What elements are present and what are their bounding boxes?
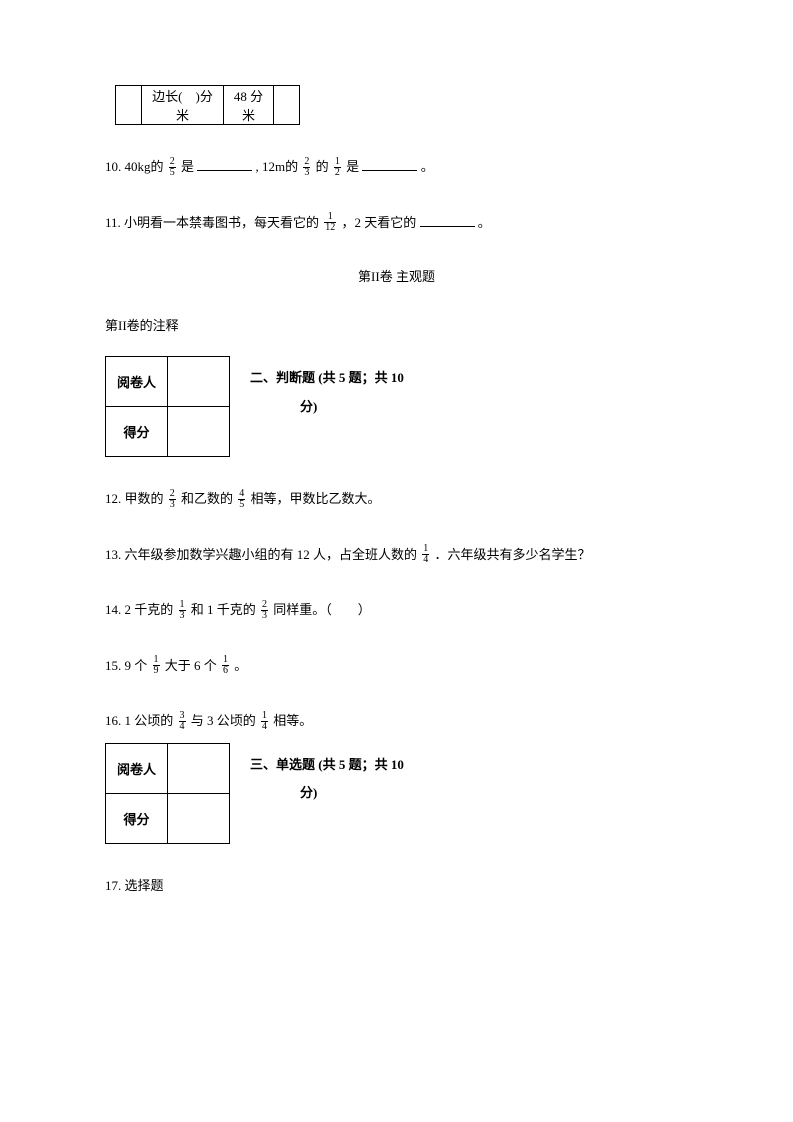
blank-field[interactable]	[420, 213, 475, 227]
question-13: 13. 六年级参加数学兴趣小组的有 12 人，占全班人数的 14 ．六年级共有多…	[105, 543, 688, 567]
section-header: 第II卷 主观题	[105, 266, 688, 285]
text: 和 1 千克的	[191, 602, 259, 617]
score-value[interactable]	[168, 793, 230, 843]
section-note: 第II卷的注释	[105, 315, 688, 334]
text: 与 3 公顷的	[191, 713, 259, 728]
text: ，2 天看它的	[342, 215, 417, 230]
fraction: 14	[261, 711, 268, 732]
grader-value[interactable]	[168, 357, 230, 407]
text: 11. 小明看一本禁毒图书，每天看它的	[105, 215, 322, 230]
text: 是	[346, 159, 359, 174]
fraction: 112	[324, 212, 336, 233]
question-17: 17. 选择题	[105, 874, 688, 897]
grader-value[interactable]	[168, 743, 230, 793]
fraction: 14	[422, 544, 429, 565]
text: 大于 6 个	[165, 658, 220, 673]
fraction: 23	[261, 600, 268, 621]
question-15: 15. 9 个 19 大于 6 个 16 。	[105, 654, 688, 678]
grader-table: 阅卷人 得分	[105, 356, 230, 457]
fraction: 19	[153, 655, 160, 676]
text: 相等。	[273, 713, 312, 728]
fraction: 34	[179, 711, 186, 732]
text: 13. 六年级参加数学兴趣小组的有 12 人，占全班人数的	[105, 547, 420, 562]
table-cell: 边长( )分米	[142, 86, 224, 125]
text: 和乙数的	[181, 491, 236, 506]
fraction: 13	[179, 600, 186, 621]
text: 15. 9 个	[105, 658, 151, 673]
text: 相等，甲数比乙数大。	[251, 491, 381, 506]
table-cell: 48 分米	[224, 86, 274, 125]
score-value[interactable]	[168, 407, 230, 457]
question-11: 11. 小明看一本禁毒图书，每天看它的 112 ，2 天看它的 。	[105, 211, 688, 235]
question-14: 14. 2 千克的 13 和 1 千克的 23 同样重。（ ）	[105, 598, 688, 622]
text: 。	[478, 215, 491, 230]
text: 是	[181, 159, 194, 174]
data-table: 边长( )分米 48 分米	[115, 85, 300, 125]
text: ．六年级共有多少名学生？	[435, 547, 591, 562]
grader-section-choice: 阅卷人 得分 三、单选题 (共 5 题；共 10 分)	[105, 743, 688, 844]
score-label: 得分	[106, 407, 168, 457]
question-12: 12. 甲数的 23 和乙数的 45 相等，甲数比乙数大。	[105, 487, 688, 511]
table-cell-empty	[274, 86, 300, 125]
blank-field[interactable]	[362, 157, 417, 171]
question-16: 16. 1 公顷的 34 与 3 公顷的 14 相等。	[105, 709, 688, 733]
text: 同样重。（ ）	[273, 602, 371, 617]
blank-field[interactable]	[197, 157, 252, 171]
text: 的	[316, 159, 329, 174]
text: 。	[234, 658, 247, 673]
table-cell-empty	[116, 86, 142, 125]
question-10: 10. 40kg的 25 是 , 12m的 23 的 12 是 。	[105, 155, 688, 179]
text: , 12m的	[256, 159, 299, 174]
grader-section-judge: 阅卷人 得分 二、判断题 (共 5 题；共 10 分)	[105, 356, 688, 457]
text: 12. 甲数的	[105, 491, 167, 506]
text: 16. 1 公顷的	[105, 713, 177, 728]
text: 14. 2 千克的	[105, 602, 177, 617]
fraction: 23	[169, 489, 176, 510]
section-title-choice: 三、单选题 (共 5 题；共 10 分)	[250, 743, 404, 808]
grader-label: 阅卷人	[106, 357, 168, 407]
grader-table: 阅卷人 得分	[105, 743, 230, 844]
fraction: 16	[222, 655, 229, 676]
text: 。	[421, 159, 434, 174]
fraction: 45	[238, 489, 245, 510]
section-title-judge: 二、判断题 (共 5 题；共 10 分)	[250, 356, 404, 421]
fraction: 23	[303, 157, 310, 178]
score-label: 得分	[106, 793, 168, 843]
grader-label: 阅卷人	[106, 743, 168, 793]
fraction: 12	[334, 157, 341, 178]
fraction: 25	[169, 157, 176, 178]
text: 10. 40kg的	[105, 159, 164, 174]
